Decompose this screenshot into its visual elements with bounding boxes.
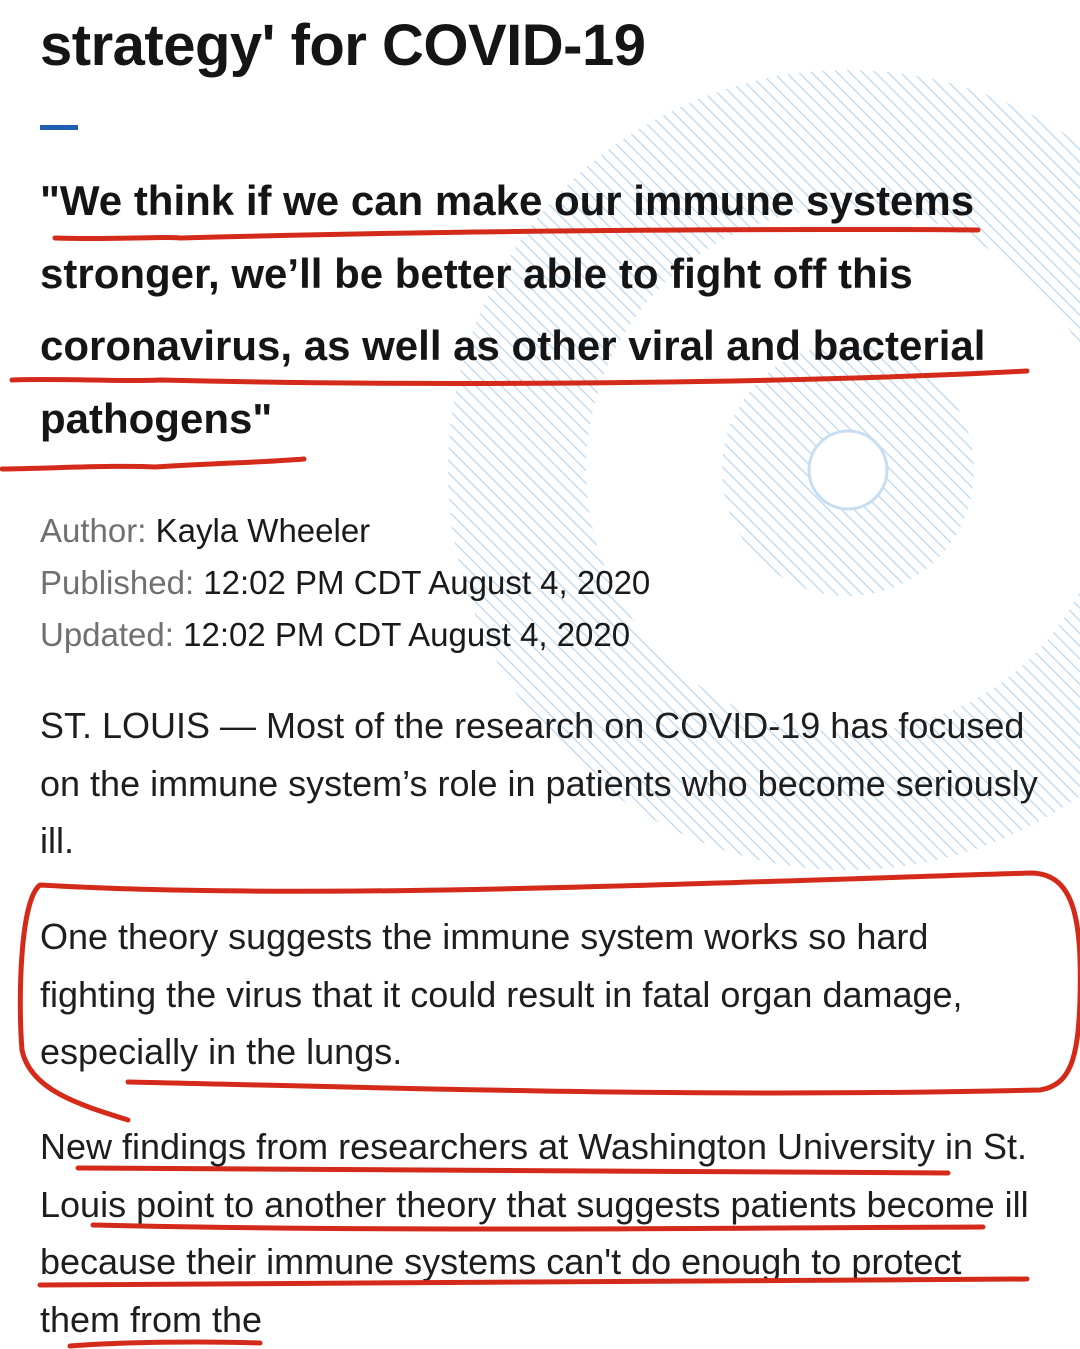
- updated-label: Updated:: [40, 616, 174, 653]
- article-paragraph: One theory suggests the immune system wo…: [40, 916, 963, 1072]
- published-label: Published:: [40, 564, 195, 601]
- article-headline: strategy' for COVID-19: [40, 13, 646, 78]
- author-label: Author:: [40, 512, 147, 549]
- byline: Author: Kayla Wheeler Published: 12:02 P…: [40, 505, 650, 661]
- pull-quote: "We think if we can make our immune syst…: [40, 177, 986, 442]
- updated-row: Updated: 12:02 PM CDT August 4, 2020: [40, 609, 650, 661]
- headline-accent-bar: [40, 125, 78, 130]
- article-paragraph: ST. LOUIS — Most of the research on COVI…: [40, 705, 1038, 861]
- published-row: Published: 12:02 PM CDT August 4, 2020: [40, 557, 650, 609]
- updated-date: 12:02 PM CDT August 4, 2020: [183, 616, 631, 653]
- article-paragraph: New findings from researchers at Washing…: [40, 1126, 1029, 1340]
- author-name[interactable]: Kayla Wheeler: [155, 512, 371, 549]
- author-row: Author: Kayla Wheeler: [40, 505, 650, 557]
- published-date: 12:02 PM CDT August 4, 2020: [203, 564, 651, 601]
